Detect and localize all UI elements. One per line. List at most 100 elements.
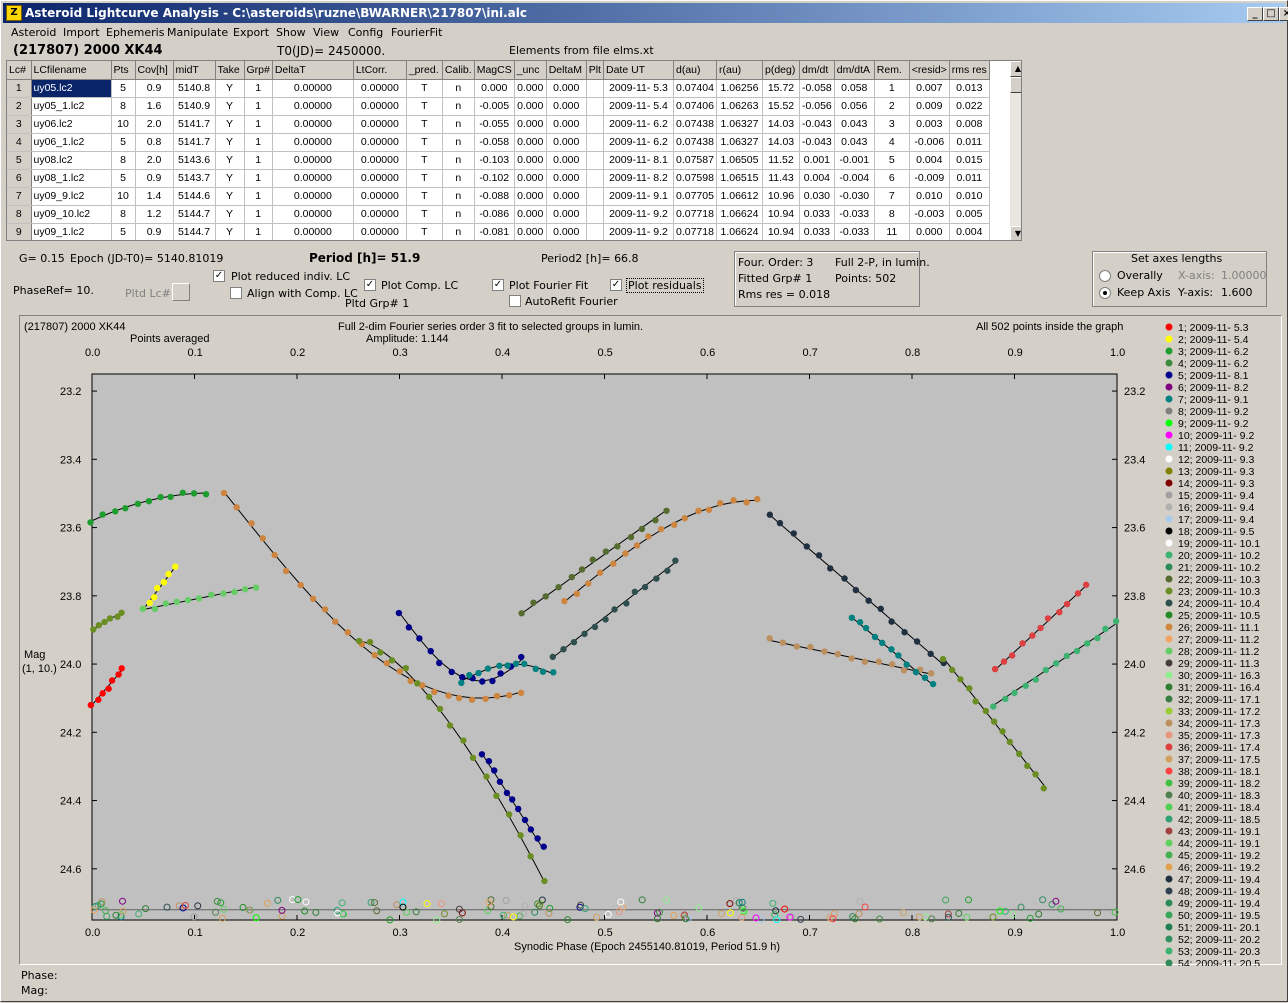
table-cell[interactable]: 7 bbox=[874, 187, 910, 206]
plot-canvas[interactable]: (217807) 2000 XK44 Full 2-dim Fourier ser… bbox=[20, 316, 1283, 970]
table-cell[interactable]: 5140.8 bbox=[173, 79, 216, 98]
table-cell[interactable]: 0.00000 bbox=[353, 115, 407, 134]
table-cell[interactable]: 0.007 bbox=[909, 79, 950, 98]
table-cell[interactable]: 8 bbox=[111, 97, 136, 116]
scroll-up-icon[interactable]: ▲ bbox=[1010, 61, 1021, 77]
table-cell[interactable]: 2009-11- 5.3 bbox=[603, 79, 674, 98]
table-cell[interactable] bbox=[586, 187, 604, 206]
table-cell[interactable]: Y bbox=[215, 205, 245, 224]
table-cell[interactable]: 10 bbox=[111, 115, 136, 134]
table-cell[interactable]: 0.010 bbox=[909, 187, 950, 206]
col-header[interactable]: Rem. bbox=[874, 61, 910, 80]
table-cell[interactable]: n bbox=[442, 133, 475, 152]
table-cell[interactable]: 0.00000 bbox=[272, 151, 354, 170]
table-cell[interactable]: n bbox=[442, 115, 475, 134]
table-cell[interactable]: 5144.7 bbox=[173, 205, 216, 224]
table-cell[interactable]: 15.72 bbox=[762, 79, 800, 98]
table-cell[interactable]: 1.06624 bbox=[716, 205, 763, 224]
table-cell[interactable]: 0.008 bbox=[949, 115, 990, 134]
table-cell[interactable]: 8 bbox=[111, 151, 136, 170]
align-checkbox[interactable] bbox=[230, 287, 242, 299]
col-header[interactable]: Pts bbox=[111, 61, 136, 80]
table-cell[interactable]: Y bbox=[215, 79, 245, 98]
table-cell[interactable]: 5144.7 bbox=[173, 223, 216, 240]
table-cell[interactable]: -0.058 bbox=[474, 133, 515, 152]
table-cell[interactable]: uy08_1.lc2 bbox=[31, 169, 112, 188]
scroll-thumb[interactable] bbox=[1010, 77, 1021, 93]
table-cell[interactable]: 1.06327 bbox=[716, 115, 763, 134]
table-cell[interactable]: 1 bbox=[244, 223, 273, 240]
col-header[interactable]: Lc# bbox=[7, 61, 32, 80]
table-cell[interactable]: 8 bbox=[874, 205, 910, 224]
table-cell[interactable]: 14.03 bbox=[762, 133, 800, 152]
table-cell[interactable]: uy06_1.lc2 bbox=[31, 133, 112, 152]
table-cell[interactable]: 0.030 bbox=[799, 187, 835, 206]
plot-fourier-checkbox[interactable]: ✓ bbox=[492, 279, 504, 291]
scroll-down-icon[interactable]: ▼ bbox=[1010, 226, 1021, 240]
table-cell[interactable]: 5 bbox=[111, 79, 136, 98]
table-cell[interactable]: 1 bbox=[244, 79, 273, 98]
table-cell[interactable]: 2009-11- 5.4 bbox=[603, 97, 674, 116]
plot-residuals-checkbox[interactable]: ✓ bbox=[610, 279, 622, 291]
table-cell[interactable]: 0.000 bbox=[514, 115, 547, 134]
table-cell[interactable]: 0.07718 bbox=[673, 223, 717, 240]
col-header[interactable]: Cov[h] bbox=[135, 61, 174, 80]
table-cell[interactable]: T bbox=[406, 187, 443, 206]
table-cell[interactable]: 0.07438 bbox=[673, 133, 717, 152]
table-cell[interactable]: 0.000 bbox=[514, 187, 547, 206]
table-cell[interactable]: 1.06612 bbox=[716, 187, 763, 206]
table-cell[interactable]: 3 bbox=[7, 115, 32, 134]
table-cell[interactable]: 1 bbox=[874, 79, 910, 98]
table-cell[interactable]: 2 bbox=[7, 97, 32, 116]
col-header[interactable]: p(deg) bbox=[762, 61, 800, 80]
table-cell[interactable]: 0.000 bbox=[514, 151, 547, 170]
menu-view[interactable]: View bbox=[313, 26, 340, 39]
col-header[interactable]: Plt bbox=[586, 61, 604, 80]
minimize-button[interactable]: _ bbox=[1247, 7, 1263, 21]
table-cell[interactable]: uy05.lc2 bbox=[31, 79, 112, 98]
col-header[interactable]: dm/dt bbox=[799, 61, 835, 80]
table-cell[interactable]: uy05_1.lc2 bbox=[31, 97, 112, 116]
table-cell[interactable]: 0.000 bbox=[514, 79, 547, 98]
table-cell[interactable]: n bbox=[442, 205, 475, 224]
table-cell[interactable]: 4 bbox=[7, 133, 32, 152]
table-cell[interactable]: 0.000 bbox=[546, 79, 587, 98]
menu-fourierfit[interactable]: FourierFit bbox=[391, 26, 443, 39]
col-header[interactable]: Date UT bbox=[603, 61, 674, 80]
table-cell[interactable]: 0.004 bbox=[949, 223, 990, 240]
table-cell[interactable]: 0.9 bbox=[135, 223, 174, 240]
table-cell[interactable]: 0.000 bbox=[474, 79, 515, 98]
maximize-button[interactable]: □ bbox=[1263, 7, 1279, 21]
table-cell[interactable]: n bbox=[442, 223, 475, 240]
table-cell[interactable]: 0.07705 bbox=[673, 187, 717, 206]
menu-asteroid[interactable]: Asteroid bbox=[11, 26, 57, 39]
menu-export[interactable]: Export bbox=[233, 26, 270, 39]
table-cell[interactable]: 0.000 bbox=[546, 187, 587, 206]
table-cell[interactable]: 0.000 bbox=[514, 169, 547, 188]
table-cell[interactable]: 5 bbox=[111, 133, 136, 152]
table-cell[interactable]: 0.00000 bbox=[272, 223, 354, 240]
table-cell[interactable]: Y bbox=[215, 151, 245, 170]
table-cell[interactable]: -0.033 bbox=[834, 223, 875, 240]
table-cell[interactable]: -0.103 bbox=[474, 151, 515, 170]
table-cell[interactable]: 0.07406 bbox=[673, 97, 717, 116]
col-header[interactable]: Grp# bbox=[244, 61, 273, 80]
table-cell[interactable]: 5 bbox=[111, 223, 136, 240]
table-cell[interactable]: 2009-11- 6.2 bbox=[603, 133, 674, 152]
table-cell[interactable]: 0.000 bbox=[546, 205, 587, 224]
table-cell[interactable] bbox=[586, 223, 604, 240]
menu-show[interactable]: Show bbox=[276, 26, 306, 39]
col-header[interactable]: rms res bbox=[949, 61, 990, 80]
table-cell[interactable]: -0.030 bbox=[834, 187, 875, 206]
table-cell[interactable]: 1 bbox=[244, 97, 273, 116]
col-header[interactable]: _pred. bbox=[406, 61, 443, 80]
table-cell[interactable]: 0.005 bbox=[949, 205, 990, 224]
table-cell[interactable]: 0.011 bbox=[949, 169, 990, 188]
table-cell[interactable] bbox=[586, 169, 604, 188]
table-cell[interactable]: Y bbox=[215, 223, 245, 240]
lightcurve-table[interactable]: Lc# LCfilename Pts Cov[h] midT Take Grp# DeltaT… bbox=[6, 60, 1022, 241]
